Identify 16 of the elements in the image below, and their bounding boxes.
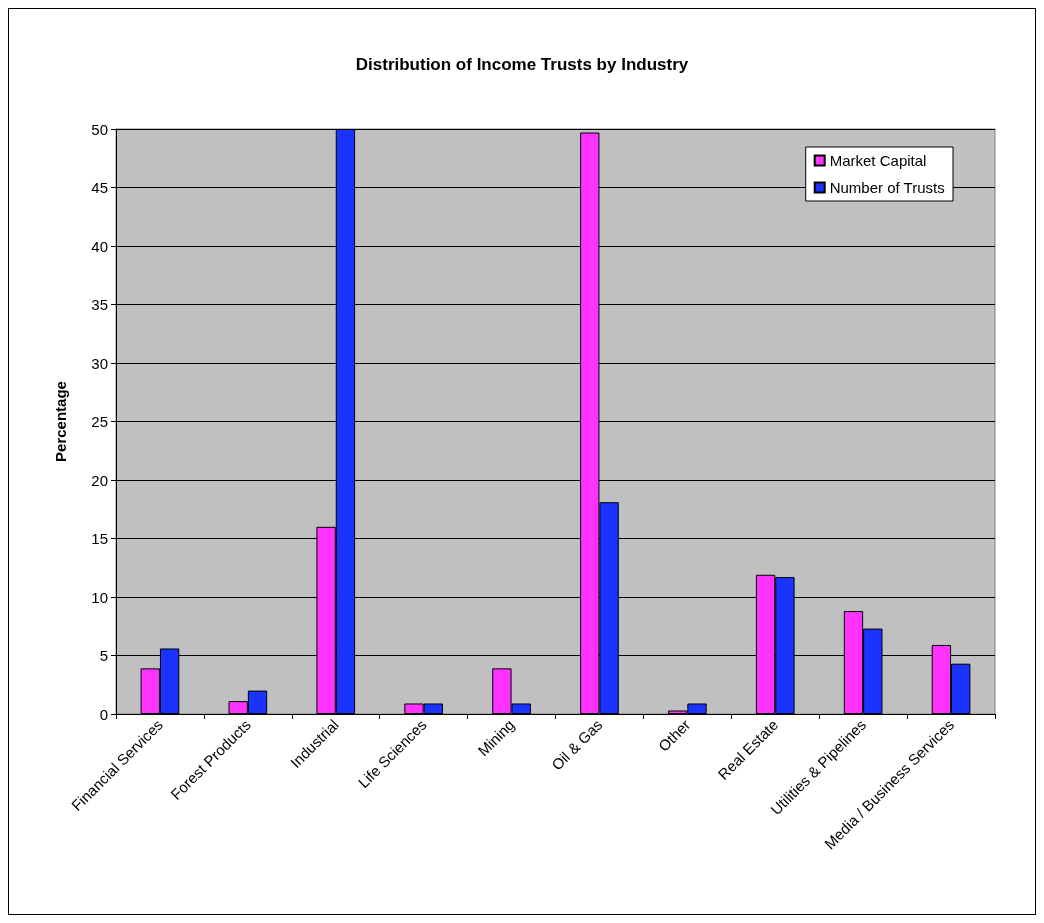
y-tick-label: 10 xyxy=(91,588,108,606)
y-tick-label: 30 xyxy=(91,354,108,372)
y-tick-label: 50 xyxy=(91,120,108,138)
y-tick-label: 35 xyxy=(91,296,108,313)
legend-label: Number of Trusts xyxy=(829,179,945,196)
y-axis-title: Percentage xyxy=(52,381,69,462)
legend-label: Market Capital xyxy=(829,152,927,169)
y-tick-label: 5 xyxy=(99,647,108,664)
y-tick-label: 15 xyxy=(91,530,108,547)
y-tick-label: 25 xyxy=(91,413,108,430)
y-tick-label: 45 xyxy=(91,179,108,196)
y-tick-label: 40 xyxy=(91,237,108,255)
x-tick-label: Oil & Gas xyxy=(548,715,606,774)
chart-title: Distribution of Income Trusts by Industry xyxy=(355,55,689,74)
y-tick-label: 0 xyxy=(99,705,108,723)
y-tick-label: 20 xyxy=(91,471,108,489)
